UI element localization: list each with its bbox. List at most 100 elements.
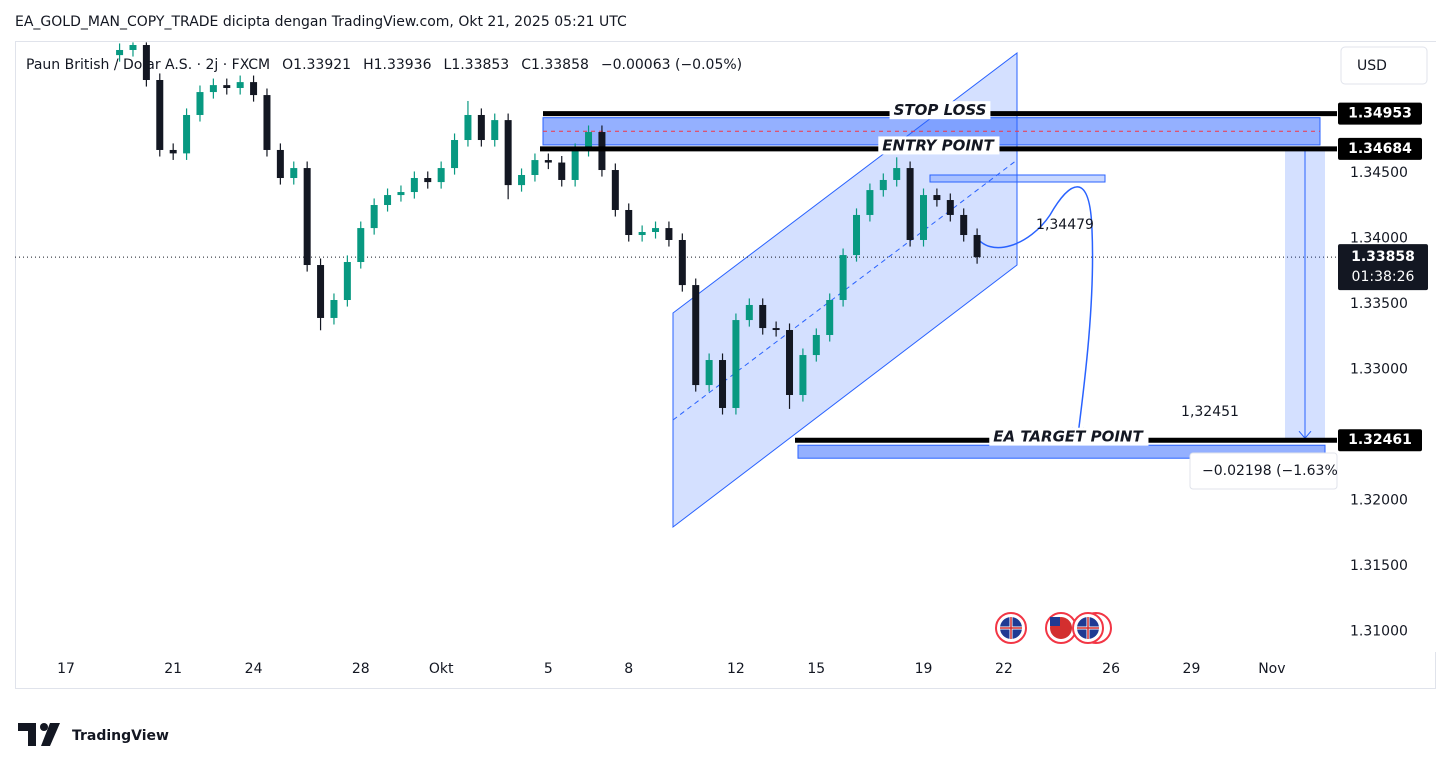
- candle-body: [611, 170, 619, 210]
- plot: STOP LOSS ENTRY POINT EA TARGET POINT 1,344…: [15, 42, 1337, 529]
- candle-body: [799, 355, 807, 396]
- candle-body: [183, 114, 191, 154]
- level-label: EA TARGET POINT: [993, 428, 1144, 446]
- candle-body: [719, 360, 727, 408]
- candle-body: [625, 209, 633, 236]
- candle-body: [839, 255, 847, 301]
- candle-body: [960, 214, 968, 236]
- candle-body: [370, 205, 378, 229]
- event-icons: [995, 612, 1112, 644]
- x-tick-label: 26: [1102, 661, 1120, 677]
- candle-body: [518, 175, 526, 186]
- x-tick-label: 15: [807, 661, 825, 677]
- x-tick-label: 21: [164, 661, 182, 677]
- x-tick-label: 22: [995, 661, 1013, 677]
- y-tick-label: 1.33000: [1350, 362, 1408, 378]
- currency-button[interactable]: [1340, 46, 1428, 85]
- candle-body: [544, 160, 552, 163]
- candle-body: [276, 149, 284, 179]
- measure-label: −0.02198 (−1.63%): [1202, 463, 1343, 479]
- legend-value: 1.33921: [293, 57, 351, 73]
- candle-body: [116, 49, 124, 56]
- arrow-curve: [974, 186, 1094, 436]
- candle-body: [812, 334, 820, 356]
- x-tick-label: 12: [727, 661, 745, 677]
- currency: USD: [1357, 58, 1387, 74]
- candle-body: [477, 114, 485, 141]
- candle-body: [250, 82, 258, 96]
- candle-body: [384, 195, 392, 206]
- candle-body: [665, 228, 673, 240]
- candle-body: [169, 149, 177, 154]
- legend-change: −0.00063 (−0.05%): [601, 57, 742, 73]
- candle-body: [786, 330, 794, 396]
- candle-body: [973, 235, 981, 258]
- candle-body: [196, 92, 204, 115]
- candle-body: [652, 228, 660, 232]
- candle-body: [236, 82, 244, 88]
- legend-value: 1.33853: [451, 57, 509, 73]
- x-tick-label: 29: [1183, 661, 1201, 677]
- candle-body: [585, 132, 593, 150]
- legend: Paun British / Dolar A.S. · 2j · FXCM O1.…: [26, 57, 742, 73]
- candle-body: [906, 168, 914, 240]
- candle-body: [879, 179, 887, 191]
- level-price-box: [1338, 102, 1422, 125]
- candle-body: [558, 162, 566, 180]
- candle-body: [142, 45, 150, 80]
- candle-body: [692, 285, 700, 386]
- x-tick-label: 24: [245, 661, 263, 677]
- y-tick-label: 1.34000: [1350, 231, 1408, 247]
- header-title: EA_GOLD_MAN_COPY_TRADE dicipta dengan Tr…: [15, 14, 627, 30]
- level-price: 1.34684: [1348, 141, 1412, 157]
- candle-body: [129, 45, 137, 50]
- countdown: 01:38:26: [1352, 269, 1415, 285]
- candle-body: [893, 168, 901, 180]
- legend-value: 1.33858: [531, 57, 589, 73]
- candle-body: [853, 214, 861, 256]
- candle-body: [357, 228, 365, 263]
- candle-body: [946, 200, 954, 215]
- x-tick-label: Nov: [1258, 661, 1285, 677]
- current-price: 1.33858: [1351, 249, 1415, 265]
- candle-body: [678, 239, 686, 286]
- candle-body: [638, 232, 646, 236]
- y-tick-label: 1.31500: [1350, 558, 1408, 574]
- logo: TradingView: [18, 723, 169, 746]
- legend-symbol: Paun British / Dolar A.S. · 2j · FXCM: [26, 57, 270, 73]
- candle-body: [303, 168, 311, 266]
- candle-body: [826, 300, 834, 335]
- legend-key: O: [282, 57, 293, 73]
- current-price-box: [1338, 244, 1428, 291]
- legend-key: C: [521, 57, 531, 73]
- candle-body: [531, 160, 539, 175]
- candle-body: [464, 114, 472, 141]
- legend-key: L: [444, 57, 452, 73]
- x-tick-label: 19: [915, 661, 933, 677]
- measure-box: [1189, 452, 1338, 490]
- candle-body: [397, 192, 405, 196]
- y-tick-label: 1.34500: [1350, 165, 1408, 181]
- y-tick-label: 1.33500: [1350, 296, 1408, 312]
- candle-body: [491, 120, 499, 141]
- candle-body: [772, 328, 780, 331]
- candle-body: [451, 140, 459, 169]
- candle-body: [290, 168, 298, 179]
- candle-body: [424, 178, 432, 183]
- level-price-box: [1338, 429, 1422, 452]
- candle-body: [933, 195, 941, 201]
- candle-body: [156, 80, 164, 150]
- candle-body: [223, 85, 231, 88]
- candle-body: [732, 320, 740, 408]
- candle-body: [866, 190, 874, 215]
- candle-body: [263, 95, 271, 150]
- candle-body: [504, 120, 512, 186]
- level-label: STOP LOSS: [894, 101, 987, 119]
- annotation: 1,32451: [1181, 404, 1239, 420]
- annotation: 1,34479: [1036, 217, 1094, 233]
- x-tick-label: 8: [624, 661, 633, 677]
- candle-body: [759, 304, 767, 329]
- x-tick-label: 17: [57, 661, 75, 677]
- y-tick-label: 1.32000: [1350, 493, 1408, 509]
